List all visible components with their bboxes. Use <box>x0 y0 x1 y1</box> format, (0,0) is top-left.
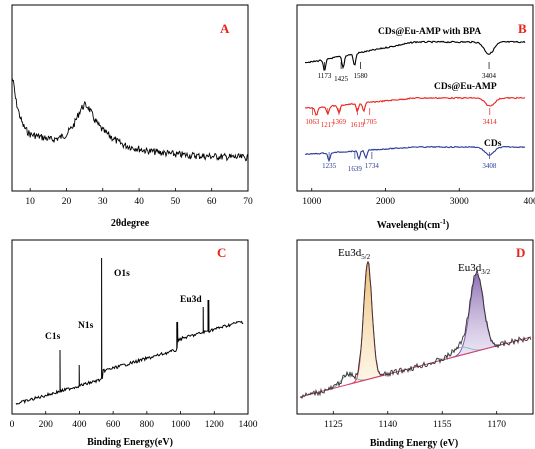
x-tick-label: 4000 <box>524 197 535 207</box>
panel-a-series <box>11 77 249 162</box>
x-tick-label: 0 <box>10 420 15 430</box>
panel-b-x-label: Wavelengh(cm-1) <box>377 218 450 231</box>
x-tick-label: 400 <box>72 420 87 430</box>
panel-a-x-label: 2θdegree <box>111 218 150 229</box>
peak-label: 1619 <box>350 121 365 129</box>
panel-d-peak-5-2-fill <box>348 261 387 385</box>
panel-b-label: B <box>518 21 527 36</box>
x-tick-label: 50 <box>171 197 181 207</box>
x-tick-label: 600 <box>106 420 121 430</box>
panel-b-frame <box>296 4 534 192</box>
panel-c-annotation-n1s: N1s <box>78 321 94 331</box>
x-tick-label: 30 <box>98 197 108 207</box>
panel-c-annotation-o1s: O1s <box>114 269 130 279</box>
peak-label: 1217 <box>321 121 336 129</box>
panel-d-annotation-5-2-sub: 5/2 <box>361 253 370 261</box>
panel-c-series <box>15 257 244 405</box>
panel-c-annotation-eu3d: Eu3d <box>180 295 202 305</box>
panel-b-series-eu-amp <box>304 96 526 116</box>
panel-d-label: D <box>516 245 525 260</box>
panel-b-series-bpa <box>304 40 526 71</box>
x-tick-label: 1200 <box>205 420 224 430</box>
panel-d-annotation-3-2-main: Eu3d <box>458 262 482 274</box>
panel-a: A 10 20 30 40 50 60 70 2θdegree <box>11 4 253 229</box>
panel-b-series-cds <box>304 145 526 163</box>
peak-label: 1369 <box>332 118 347 126</box>
panel-b-x-label-main: Wavelengh(cm <box>377 220 441 231</box>
panel-c-x-label: Binding Energy(eV) <box>87 437 173 448</box>
peak-label: 1705 <box>363 118 378 126</box>
x-tick-label: 1000 <box>171 420 190 430</box>
peak-label: 3408 <box>482 162 497 170</box>
panel-b-x-axis: 1000 2000 3000 4000 <box>302 188 535 207</box>
x-tick-label: 3000 <box>450 197 469 207</box>
x-tick-label: 40 <box>134 197 144 207</box>
x-tick-label: 70 <box>243 197 253 207</box>
peak-label: 1235 <box>322 162 337 170</box>
panel-a-label: A <box>220 21 230 36</box>
panel-c-annotation-c1s: C1s <box>45 332 61 342</box>
panel-b: B CDs@Eu-AMP with BPA CDs@Eu-AMP CDs 117… <box>296 4 535 231</box>
panel-c-frame <box>11 239 249 415</box>
panel-d-annotation-5-2-main: Eu3d <box>338 247 362 259</box>
peak-label: 1173 <box>318 72 332 80</box>
panel-a-frame <box>11 4 249 192</box>
panel-d-x-axis: 1125 1140 1155 1170 <box>324 411 506 430</box>
peak-label: 1425 <box>334 75 349 83</box>
x-tick-label: 60 <box>207 197 217 207</box>
panel-c-label: C <box>217 245 226 260</box>
peak-label: 3414 <box>483 118 498 126</box>
x-tick-label: 1170 <box>487 420 506 430</box>
peak-label: 1734 <box>365 162 380 170</box>
x-tick-label: 200 <box>39 420 54 430</box>
panel-d-annotation-5-2: Eu3d5/2 <box>338 247 371 261</box>
panel-b-x-label-sup: -1 <box>440 218 446 226</box>
x-tick-label: 1400 <box>239 420 258 430</box>
panel-b-x-label-end: ) <box>446 220 449 231</box>
panel-d-annotation-3-2-sub: 3/2 <box>481 268 490 276</box>
panel-a-x-axis: 10 20 30 40 50 60 70 <box>25 188 253 207</box>
x-tick-label: 2000 <box>376 197 395 207</box>
panel-d: D Eu3d5/2 Eu3d3/2 1125 1140 1155 1170 Bindi… <box>296 239 534 449</box>
panel-b-series-label-cds: CDs <box>484 139 502 149</box>
x-tick-label: 800 <box>140 420 155 430</box>
x-tick-label: 1000 <box>302 197 321 207</box>
panel-d-annotation-3-2: Eu3d3/2 <box>458 262 491 276</box>
panel-d-raw-data <box>299 260 532 399</box>
peak-label: 1063 <box>305 118 320 126</box>
x-tick-label: 1125 <box>324 420 343 430</box>
panel-b-series-label-eu-amp: CDs@Eu-AMP <box>434 82 497 92</box>
peak-label: 1639 <box>348 165 363 173</box>
peak-label: 1580 <box>354 72 369 80</box>
peak-label: 3404 <box>482 72 497 80</box>
panel-d-frame <box>296 239 534 415</box>
panel-b-series-label-bpa: CDs@Eu-AMP with BPA <box>378 27 481 37</box>
x-tick-label: 20 <box>62 197 72 207</box>
x-tick-label: 10 <box>25 197 35 207</box>
panel-c: C C1s N1s O1s Eu3d 0 200 400 600 800 1000 1200… <box>10 239 258 448</box>
x-tick-label: 1155 <box>433 420 452 430</box>
x-tick-label: 1140 <box>378 420 397 430</box>
panel-d-x-label: Binding Energy (eV) <box>370 438 458 449</box>
panel-d-baseline <box>299 336 532 398</box>
panel-c-x-axis: 0 200 400 600 800 1000 1200 1400 <box>10 411 258 430</box>
